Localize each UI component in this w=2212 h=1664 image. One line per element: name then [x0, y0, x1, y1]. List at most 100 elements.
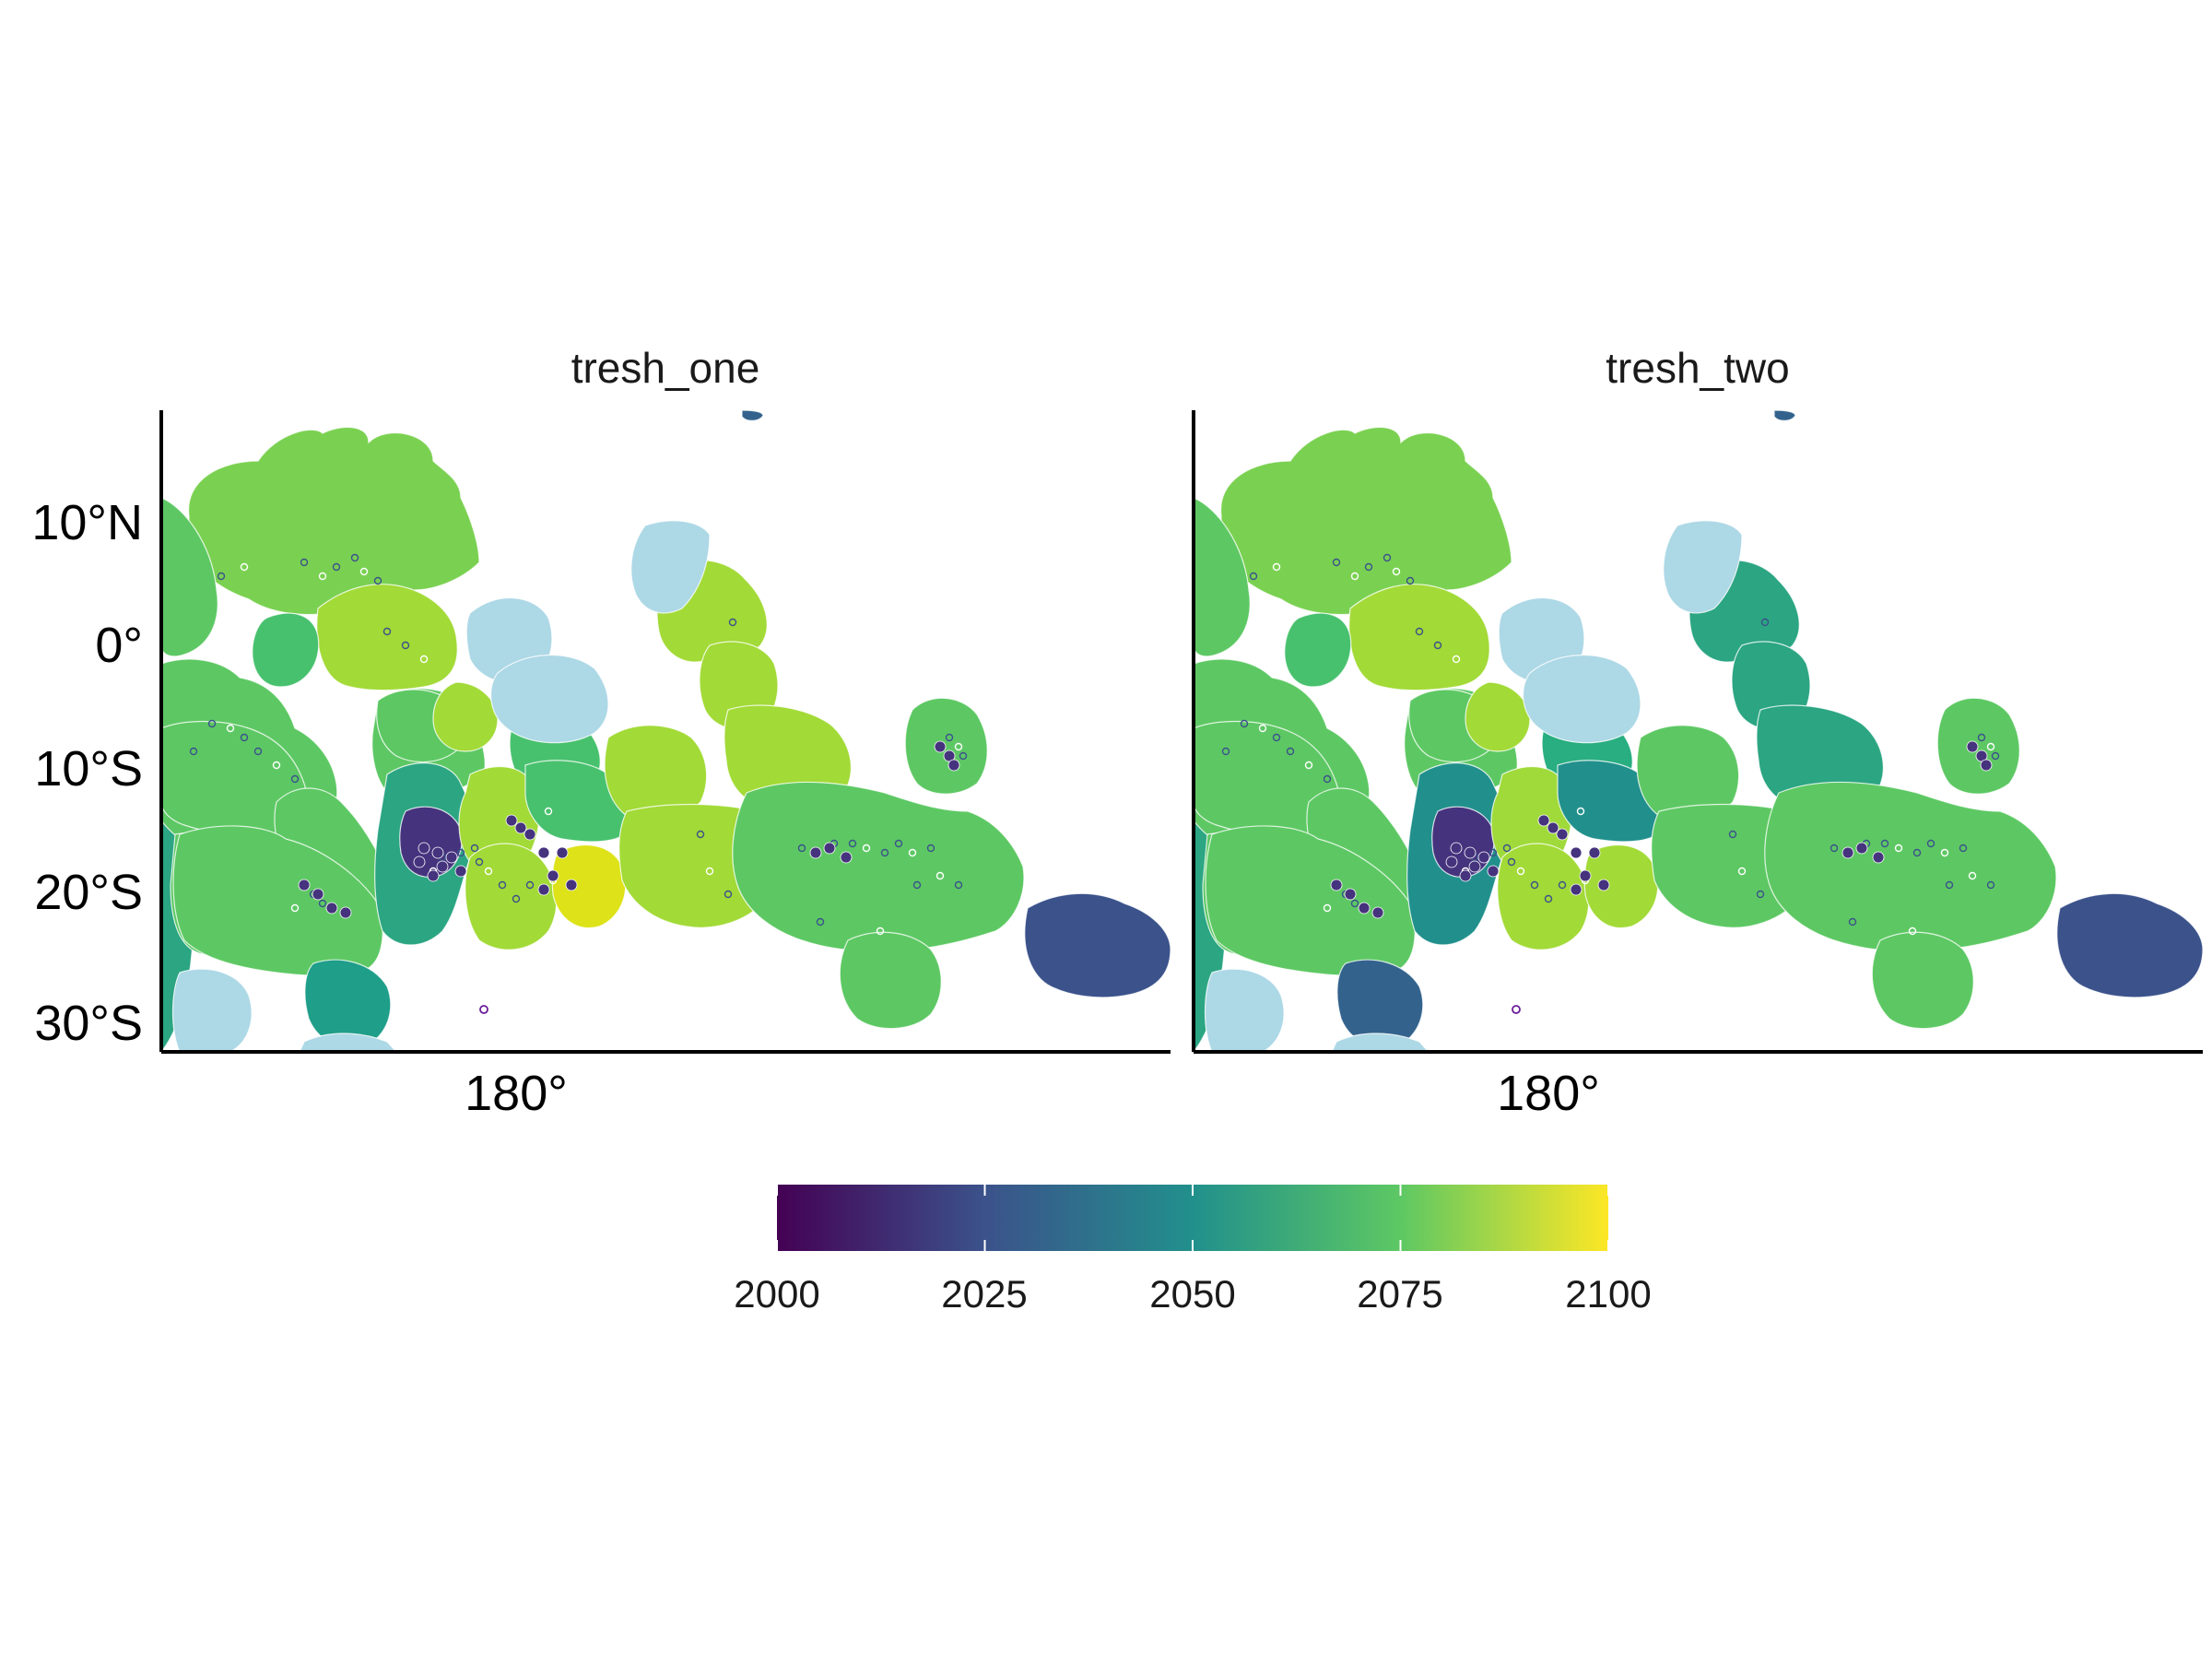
island-marker — [1576, 807, 1585, 816]
legend-tick-2100: 2100 — [1565, 1272, 1651, 1316]
island-marker — [1332, 558, 1341, 567]
island-marker — [373, 576, 382, 585]
x-label-180-panel2: 180° — [1497, 1066, 1600, 1121]
island-marker — [300, 558, 309, 567]
island-cluster-marker — [1468, 860, 1481, 873]
island-marker — [848, 839, 857, 848]
isolated-island-marker — [479, 1005, 488, 1014]
island-marker — [1304, 761, 1313, 770]
island-cluster-marker — [1588, 846, 1601, 859]
island-marker — [1558, 880, 1567, 890]
island-cluster-marker — [1975, 749, 1988, 762]
island-marker — [1258, 724, 1267, 733]
region-pitcairn — [2056, 892, 2203, 998]
island-marker — [1433, 641, 1442, 650]
island-marker — [1272, 562, 1281, 572]
island-cluster-marker — [809, 846, 822, 859]
region-fiji — [399, 806, 463, 878]
colorbar-legend: 2000 2025 2050 2075 2100 — [734, 1185, 1652, 1316]
island-marker — [382, 627, 392, 636]
region-tokelau — [432, 681, 499, 752]
island-marker — [894, 839, 903, 848]
x-label-180-panel1: 180° — [465, 1066, 568, 1121]
island-marker — [1392, 567, 1401, 576]
region-top-speck — [1773, 410, 1796, 421]
island-cluster-marker — [1597, 879, 1610, 891]
legend-tick-2075: 2075 — [1357, 1272, 1442, 1316]
island-marker — [272, 761, 281, 770]
island-cluster-marker — [1537, 814, 1550, 827]
island-marker — [1249, 572, 1258, 581]
island-marker — [1516, 867, 1525, 876]
region-austral — [1871, 931, 1974, 1030]
region-tokelau — [1465, 681, 1531, 752]
island-marker — [724, 890, 733, 899]
island-marker — [419, 655, 429, 664]
island-marker — [1382, 553, 1392, 562]
island-marker — [290, 903, 300, 913]
region-west-caroline — [161, 497, 218, 657]
island-marker — [1350, 572, 1359, 581]
island-marker — [1977, 733, 1986, 742]
island-cluster-marker — [298, 879, 311, 891]
island-marker — [512, 894, 521, 903]
island-marker — [728, 618, 737, 627]
region-pitcairn — [1024, 892, 1171, 998]
region-nd-baker — [1523, 655, 1641, 744]
region-austral — [839, 931, 942, 1030]
region-french-poly — [1764, 781, 2057, 952]
island-marker — [926, 844, 935, 853]
island-cluster-marker — [431, 846, 444, 859]
island-cluster-marker — [934, 740, 947, 753]
region-french-poly — [732, 781, 1025, 952]
y-label-0: 0° — [95, 618, 143, 673]
island-marker — [862, 844, 871, 853]
island-cluster-marker — [1570, 883, 1583, 896]
region-marquesas — [904, 697, 988, 795]
y-label-10S: 10°S — [34, 741, 143, 797]
island-cluster-marker — [418, 842, 430, 855]
island-marker — [935, 871, 945, 880]
y-label-20S: 20°S — [34, 865, 143, 920]
island-marker — [1323, 903, 1332, 913]
region-nd-kiribati — [630, 520, 711, 614]
island-cluster-marker — [1358, 902, 1371, 915]
region-nd-sw — [171, 968, 253, 1052]
island-marker — [1728, 830, 1737, 839]
island-marker — [1991, 751, 2000, 761]
island-marker — [350, 553, 359, 562]
island-marker — [1272, 733, 1281, 742]
island-marker — [217, 572, 226, 581]
region-nd-kiribati — [1663, 520, 1743, 614]
island-cluster-marker — [1556, 828, 1569, 841]
island-marker — [1544, 894, 1553, 903]
island-marker — [1364, 562, 1373, 572]
island-marker — [1323, 774, 1332, 784]
region-niue — [1497, 843, 1590, 950]
island-marker — [876, 926, 885, 936]
region-niue — [465, 843, 558, 950]
island-marker — [240, 562, 249, 572]
island-cluster-marker — [565, 879, 578, 891]
map-panel-1 — [161, 410, 1171, 1052]
island-cluster-marker — [325, 902, 338, 915]
island-cluster-marker — [943, 749, 956, 762]
map-panel-2 — [1194, 410, 2203, 1052]
island-marker — [1240, 719, 1249, 728]
island-marker — [1894, 844, 1903, 853]
island-marker — [880, 848, 889, 857]
region-nd-s — [299, 1033, 397, 1052]
island-cluster-marker — [312, 888, 324, 901]
region-nd-baker — [490, 655, 609, 744]
region-gilbert-n — [316, 584, 458, 691]
island-marker — [696, 830, 705, 839]
island-marker — [456, 848, 465, 857]
island-marker — [1415, 627, 1424, 636]
island-cluster-marker — [547, 869, 559, 882]
region-gilbert-n — [1348, 584, 1490, 691]
island-cluster-marker — [1980, 759, 1993, 772]
y-label-30S: 30°S — [34, 996, 143, 1051]
island-cluster-marker — [339, 906, 352, 919]
island-marker — [912, 880, 922, 890]
island-marker — [1848, 917, 1857, 926]
